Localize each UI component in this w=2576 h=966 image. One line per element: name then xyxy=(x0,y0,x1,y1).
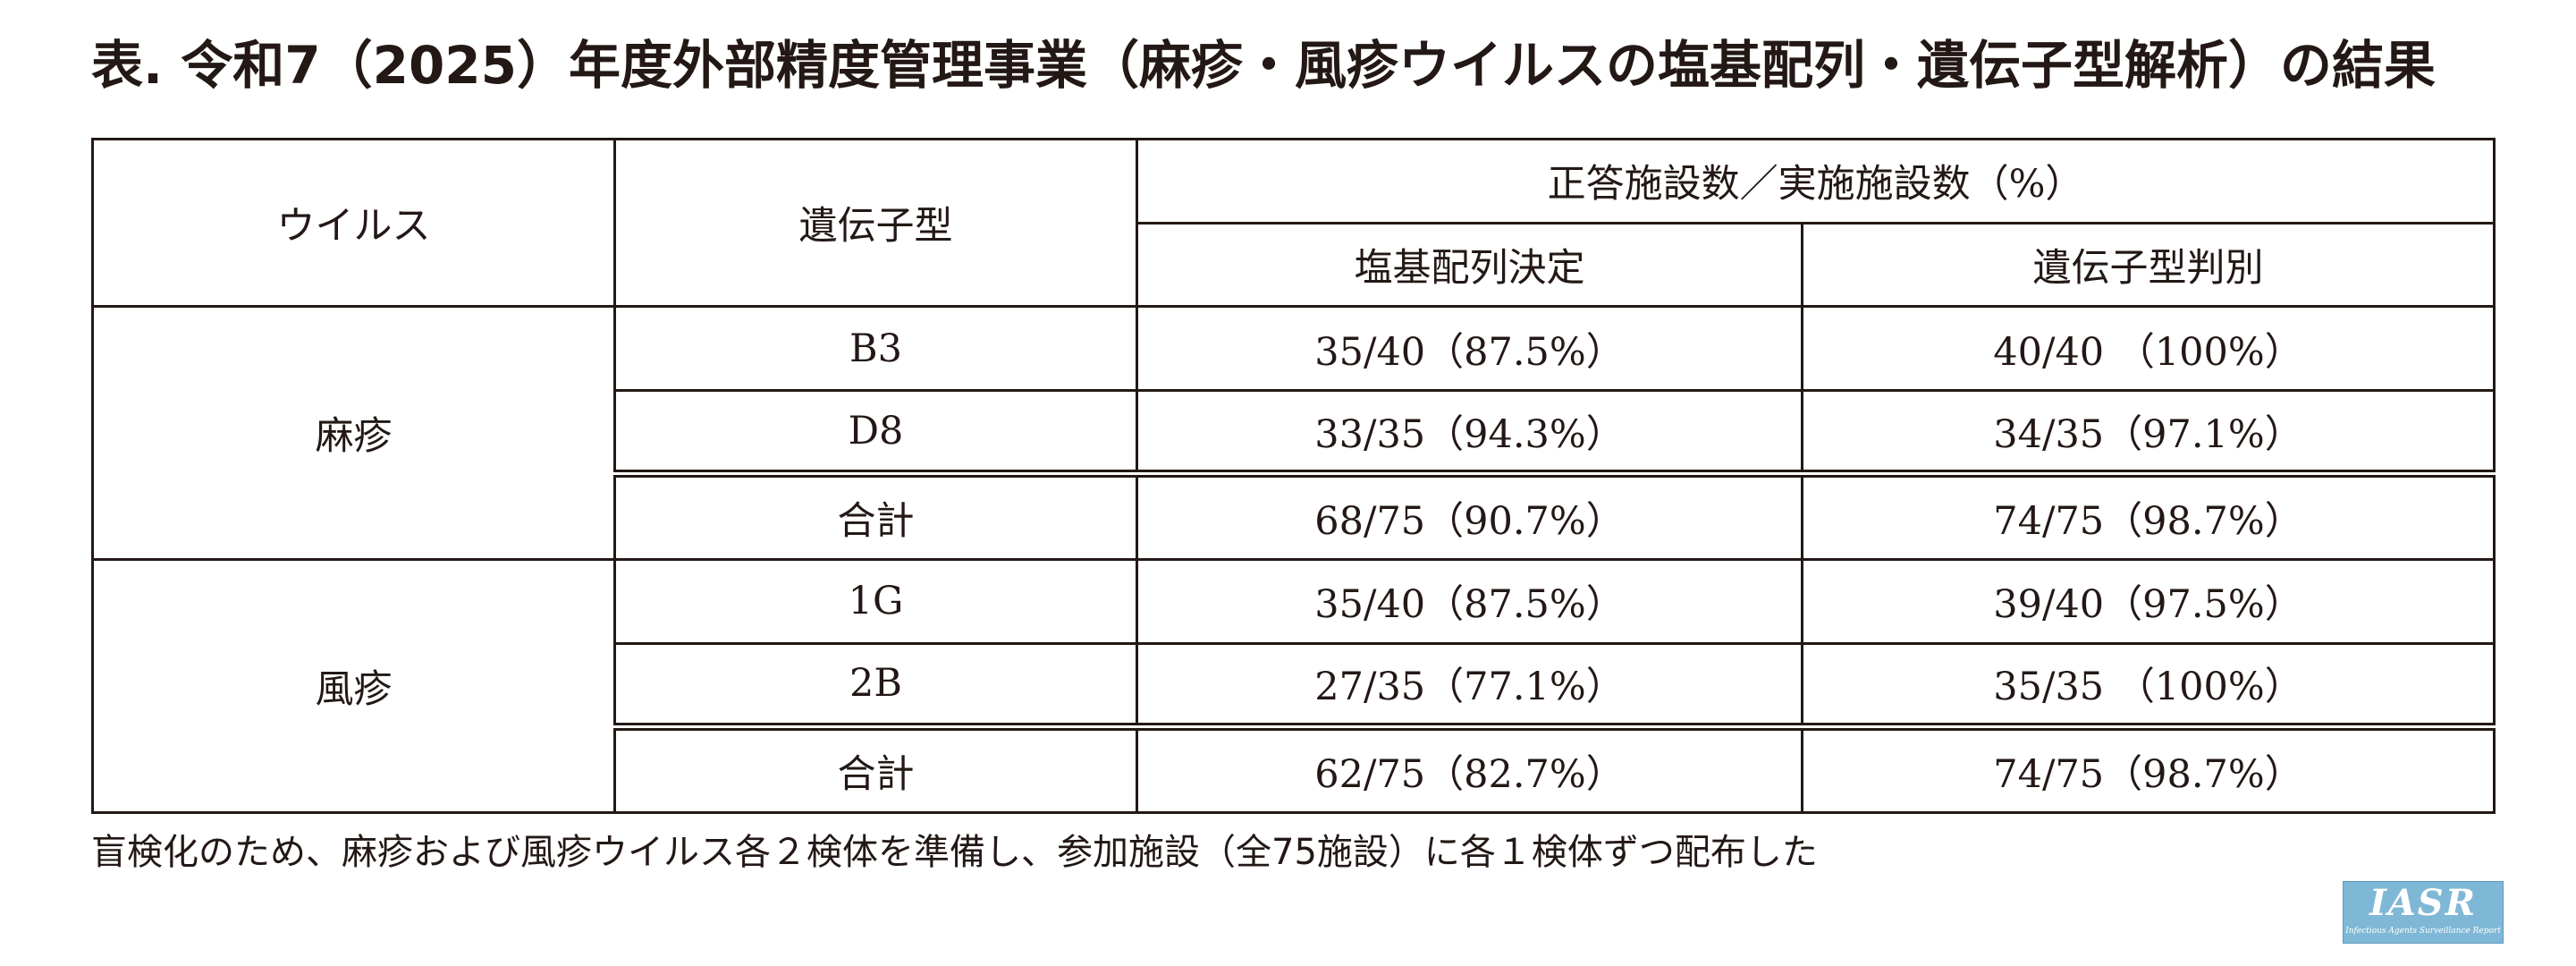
total-row: 合計 68/75（90.7%） 74/75（98.7%） xyxy=(93,470,2496,562)
genotype-total-cell: 合計 xyxy=(613,723,1138,814)
sequence-total-cell: 68/75（90.7%） xyxy=(1136,470,1803,562)
genotype-cell: B3 xyxy=(613,305,1138,392)
genotype-total-cell: 合計 xyxy=(613,470,1138,562)
results-table: ウイルス 遺伝子型 正答施設数／実施施設数（%） 塩基配列決定 遺伝子型判別 麻… xyxy=(91,137,2496,814)
genotyping-cell: 35/35 （100%） xyxy=(1800,641,2496,729)
header-genotype: 遺伝子型 xyxy=(613,137,1138,309)
total-row: 合計 62/75（82.7%） 74/75（98.7%） xyxy=(93,723,2496,814)
table-row: 風疹 1G 35/40（87.5%） 39/40（97.5%） xyxy=(91,558,2496,814)
header-virus: ウイルス xyxy=(91,137,616,309)
sequence-cell: 35/40（87.5%） xyxy=(1136,305,1803,392)
iasr-logo: IASR Infectious Agents Surveillance Repo… xyxy=(2343,881,2504,944)
logo-text: IASR xyxy=(2369,882,2477,924)
header-row-1: ウイルス 遺伝子型 正答施設数／実施施設数（%） xyxy=(91,137,2496,309)
genotyping-cell: 39/40（97.5%） xyxy=(1800,558,2496,645)
logo-subtext: Infectious Agents Surveillance Report xyxy=(2345,927,2501,936)
genotyping-cell: 40/40 （100%） xyxy=(1800,305,2496,392)
sequence-total-cell: 62/75（82.7%） xyxy=(1136,723,1803,814)
header-genotyping: 遺伝子型判別 xyxy=(1800,221,2496,309)
genotyping-total-cell: 74/75（98.7%） xyxy=(1800,723,2496,814)
table-title: 表. 令和7（2025）年度外部精度管理事業（麻疹・風疹ウイルスの塩基配列・遺伝… xyxy=(91,35,2437,96)
sequence-cell: 33/35（94.3%） xyxy=(1136,388,1803,476)
header-row-2: 塩基配列決定 遺伝子型判別 xyxy=(93,221,2496,309)
table-row: 2B 27/35（77.1%） 35/35 （100%） xyxy=(93,641,2496,729)
genotype-cell: 2B xyxy=(613,641,1138,729)
virus-cell-rubella: 風疹 xyxy=(91,558,616,814)
genotype-cell: 1G xyxy=(613,558,1138,645)
genotyping-total-cell: 74/75（98.7%） xyxy=(1800,470,2496,562)
sequence-cell: 27/35（77.1%） xyxy=(1136,641,1803,729)
footnote: 盲検化のため、麻疹および風疹ウイルス各２検体を準備し、参加施設（全75施設）に各… xyxy=(91,832,1818,873)
table-row: D8 33/35（94.3%） 34/35（97.1%） xyxy=(93,388,2496,476)
virus-cell-measles: 麻疹 xyxy=(91,305,616,562)
table-row: 麻疹 B3 35/40（87.5%） 40/40 （100%） xyxy=(91,305,2496,562)
genotyping-cell: 34/35（97.1%） xyxy=(1800,388,2496,476)
genotype-cell: D8 xyxy=(613,388,1138,476)
sequence-cell: 35/40（87.5%） xyxy=(1136,558,1803,645)
header-group: 正答施設数／実施施設数（%） xyxy=(1135,138,2496,225)
header-sequence: 塩基配列決定 xyxy=(1136,221,1803,309)
